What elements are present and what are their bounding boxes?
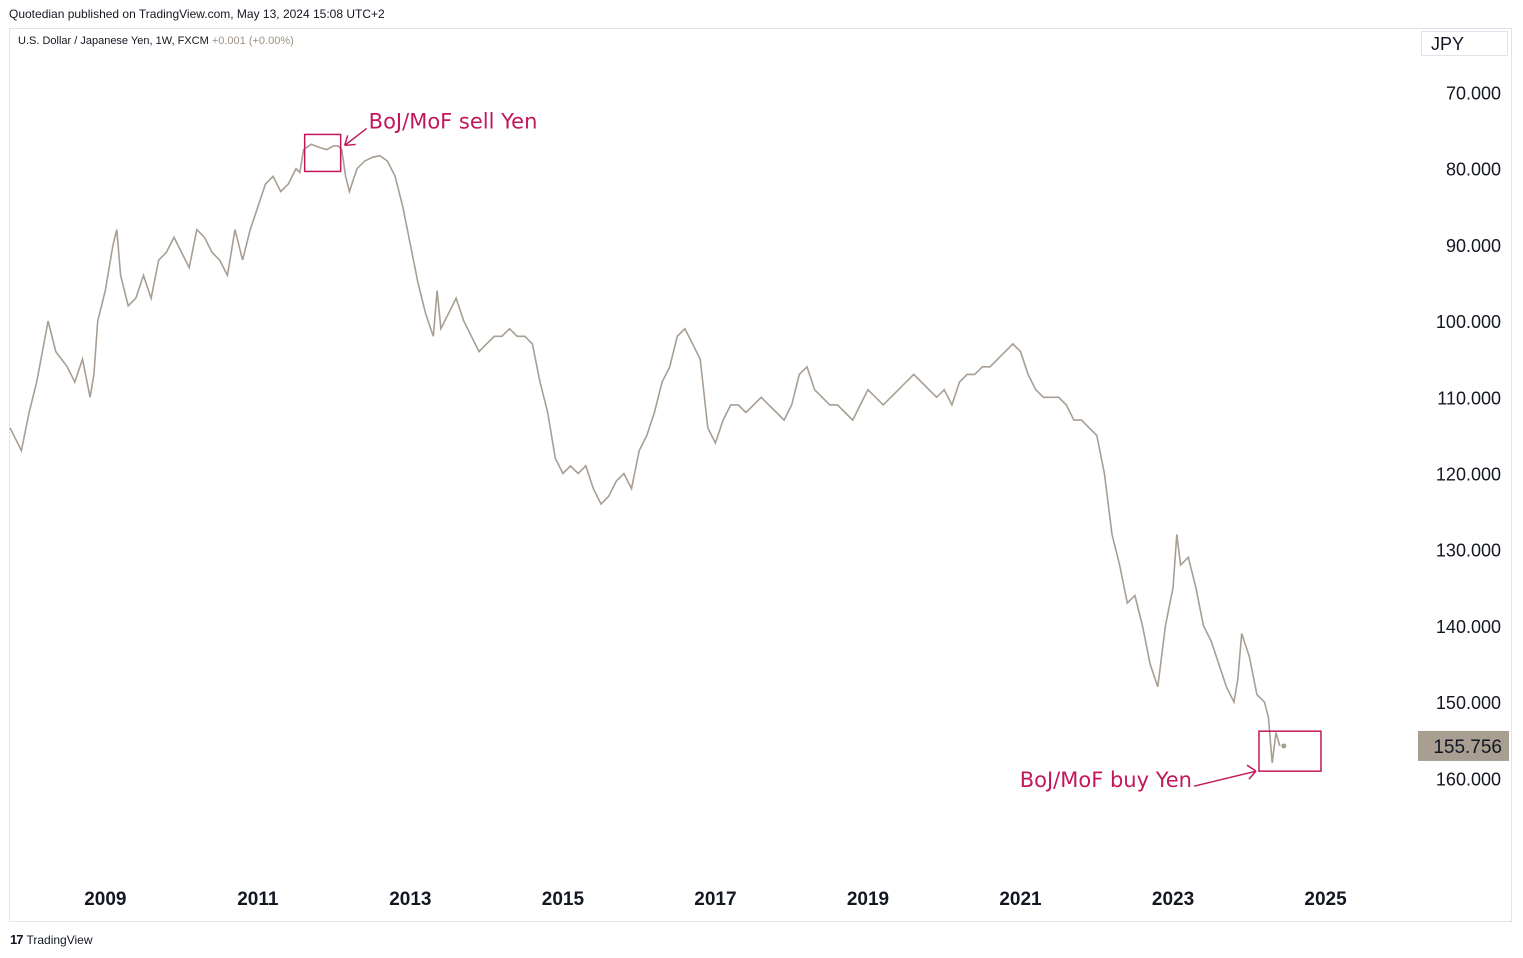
x-tick-label: 2021: [999, 889, 1042, 910]
last-price-dot: [1281, 743, 1287, 749]
sell-yen-box: [303, 133, 342, 173]
buy-yen-arrow: [1193, 764, 1257, 787]
buy-yen-box: [1258, 730, 1322, 772]
y-tick-label: 120.000: [1436, 464, 1501, 484]
publish-info: Quotedian published on TradingView.com, …: [9, 7, 385, 21]
last-price-value: 155.756: [1433, 737, 1502, 758]
brand-name: TradingView: [26, 932, 93, 947]
y-tick-label: 160.000: [1436, 769, 1501, 789]
y-tick-label: 100.000: [1436, 312, 1501, 332]
x-tick-label: 2013: [389, 889, 431, 910]
x-tick-label: 2023: [1152, 889, 1194, 910]
y-tick-label: 150.000: [1436, 693, 1501, 713]
x-tick-label: 2025: [1304, 889, 1347, 910]
last-price-tag-bg: [1418, 730, 1509, 761]
symbol-change: +0.001 (+0.00%): [211, 35, 294, 47]
y-tick-label: 130.000: [1436, 541, 1501, 561]
annotations: BoJ/MoF sell Yen BoJ/MoF buy Yen: [303, 109, 1322, 792]
x-tick-label: 2011: [237, 889, 279, 910]
y-tick-label: 110.000: [1437, 388, 1501, 408]
buy-yen-label: BoJ/MoF buy Yen: [1020, 768, 1192, 792]
currency-button[interactable]: JPY: [1421, 31, 1508, 56]
x-tick-label: 2009: [84, 889, 126, 910]
symbol-legend: U.S. Dollar / Japanese Yen, 1W, FXCM +0.…: [18, 35, 294, 47]
y-tick-label: 80.000: [1446, 160, 1501, 180]
y-axis: 70.000 80.000 90.000 100.000 110.000 120.000 1…: [1436, 83, 1501, 789]
x-axis: 2009 2011 2013 2015 2017 2019 2021 2023 2025: [84, 889, 1347, 910]
y-tick-label: 140.000: [1436, 617, 1501, 637]
x-tick-label: 2015: [542, 889, 585, 910]
sell-yen-label: BoJ/MoF sell Yen: [369, 109, 538, 133]
symbol-description: U.S. Dollar / Japanese Yen, 1W, FXCM: [18, 35, 209, 47]
tradingview-brand[interactable]: 17 TradingView: [10, 932, 93, 947]
usdjpy-price-line: [9, 143, 1281, 764]
y-tick-label: 90.000: [1446, 236, 1501, 256]
tradingview-logo-icon: 17: [10, 932, 24, 947]
sell-yen-arrow: [343, 127, 368, 147]
x-tick-label: 2017: [694, 889, 736, 910]
last-price-tag: 155.756: [1418, 730, 1509, 761]
x-tick-label: 2019: [847, 889, 889, 910]
y-tick-label: 70.000: [1446, 83, 1501, 103]
chart-frame: [9, 28, 1512, 922]
